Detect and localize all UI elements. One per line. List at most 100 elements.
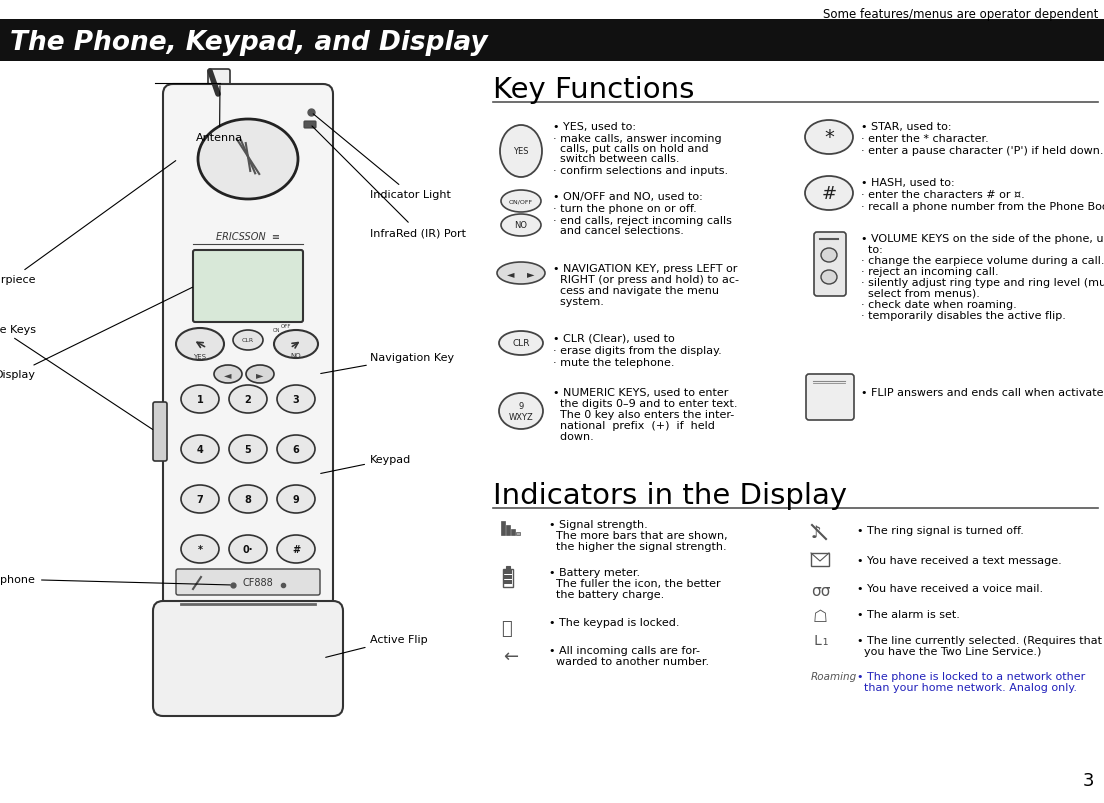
Text: Active Flip: Active Flip — [326, 634, 427, 658]
Ellipse shape — [499, 393, 543, 430]
Ellipse shape — [805, 120, 853, 155]
Ellipse shape — [181, 435, 219, 463]
Ellipse shape — [821, 271, 837, 284]
Text: Navigation Key: Navigation Key — [321, 353, 454, 374]
Text: · erase digits from the display.: · erase digits from the display. — [553, 345, 722, 356]
Text: the digits 0–9 and to enter text.: the digits 0–9 and to enter text. — [553, 398, 737, 409]
Text: CF888: CF888 — [243, 577, 274, 587]
Text: 9
WXYZ: 9 WXYZ — [509, 402, 533, 422]
Text: ON: ON — [273, 328, 279, 333]
Text: Indicators in the Display: Indicators in the Display — [493, 482, 847, 509]
Text: Earpiece: Earpiece — [0, 161, 176, 284]
Ellipse shape — [229, 485, 267, 513]
Text: 0·: 0· — [243, 544, 253, 554]
Text: NO: NO — [514, 221, 528, 230]
Text: • All incoming calls are for-: • All incoming calls are for- — [549, 645, 700, 655]
Text: national  prefix  (+)  if  held: national prefix (+) if held — [553, 421, 715, 430]
Text: 5: 5 — [245, 444, 252, 454]
Text: · confirm selections and inputs.: · confirm selections and inputs. — [553, 165, 729, 176]
Text: • YES, used to:: • YES, used to: — [553, 122, 636, 132]
Text: • The alarm is set.: • The alarm is set. — [857, 609, 959, 619]
Text: • ON/OFF and NO, used to:: • ON/OFF and NO, used to: — [553, 192, 703, 202]
FancyBboxPatch shape — [153, 402, 167, 462]
Text: · reject an incoming call.: · reject an incoming call. — [861, 267, 999, 277]
Bar — [505, 570, 512, 574]
Text: Roaming: Roaming — [811, 671, 857, 681]
Ellipse shape — [501, 214, 541, 237]
FancyBboxPatch shape — [193, 251, 302, 323]
Text: σσ: σσ — [811, 583, 830, 598]
Ellipse shape — [499, 332, 543, 356]
Text: ►: ► — [528, 269, 534, 279]
Text: · enter a pause character ('P') if held down.: · enter a pause character ('P') if held … — [861, 146, 1104, 156]
Text: The 0 key also enters the inter-: The 0 key also enters the inter- — [553, 410, 734, 419]
FancyBboxPatch shape — [304, 122, 316, 128]
Text: · mute the telephone.: · mute the telephone. — [553, 357, 675, 368]
FancyBboxPatch shape — [208, 70, 230, 97]
Ellipse shape — [229, 435, 267, 463]
Text: • NAVIGATION KEY, press LEFT or: • NAVIGATION KEY, press LEFT or — [553, 263, 737, 274]
Text: 7: 7 — [197, 495, 203, 504]
Text: calls, put calls on hold and: calls, put calls on hold and — [553, 144, 709, 154]
Bar — [501, 521, 505, 536]
Text: • CLR (Clear), used to: • CLR (Clear), used to — [553, 333, 675, 344]
Ellipse shape — [246, 365, 274, 384]
Ellipse shape — [198, 120, 298, 200]
Text: ◄: ◄ — [224, 369, 232, 380]
Ellipse shape — [229, 385, 267, 414]
Text: ⚿: ⚿ — [501, 619, 512, 638]
Text: · silently adjust ring type and ring level (must: · silently adjust ring type and ring lev… — [861, 278, 1104, 287]
Text: • You have received a text message.: • You have received a text message. — [857, 556, 1062, 565]
Ellipse shape — [501, 191, 541, 213]
Bar — [503, 569, 513, 587]
Text: · enter the characters # or ¤.: · enter the characters # or ¤. — [861, 190, 1025, 200]
Text: CLR: CLR — [512, 339, 530, 348]
Ellipse shape — [181, 485, 219, 513]
Text: ON/OFF: ON/OFF — [509, 199, 533, 204]
Ellipse shape — [181, 536, 219, 563]
Text: select from menus).: select from menus). — [861, 288, 980, 299]
Text: to:: to: — [861, 245, 883, 255]
Text: 3: 3 — [1083, 771, 1094, 789]
Text: • VOLUME KEYS on the side of the phone, used: • VOLUME KEYS on the side of the phone, … — [861, 234, 1104, 243]
Text: • NUMERIC KEYS, used to enter: • NUMERIC KEYS, used to enter — [553, 388, 729, 397]
Text: *: * — [198, 544, 202, 554]
Text: • Signal strength.: • Signal strength. — [549, 520, 648, 529]
Ellipse shape — [277, 536, 315, 563]
FancyBboxPatch shape — [176, 569, 320, 595]
Text: 6: 6 — [293, 444, 299, 454]
Text: 9: 9 — [293, 495, 299, 504]
Text: Volume Keys: Volume Keys — [0, 324, 152, 430]
Text: The Phone, Keypad, and Display: The Phone, Keypad, and Display — [10, 30, 488, 56]
Text: • The line currently selected. (Requires that: • The line currently selected. (Requires… — [857, 635, 1102, 645]
Text: OFF: OFF — [280, 324, 291, 329]
Text: YES: YES — [513, 147, 529, 157]
Text: ◄: ◄ — [507, 269, 514, 279]
FancyBboxPatch shape — [153, 601, 343, 716]
Text: *: * — [824, 128, 834, 147]
Text: • FLIP answers and ends call when activated.: • FLIP answers and ends call when activa… — [861, 388, 1104, 397]
Text: you have the Two Line Service.): you have the Two Line Service.) — [857, 646, 1041, 656]
FancyBboxPatch shape — [806, 374, 854, 421]
Text: YES: YES — [193, 353, 206, 360]
Text: the higher the signal strength.: the higher the signal strength. — [549, 541, 726, 552]
Bar — [505, 575, 512, 579]
Text: CLR: CLR — [242, 338, 254, 343]
Ellipse shape — [277, 485, 315, 513]
Text: than your home network. Analog only.: than your home network. Analog only. — [857, 683, 1078, 692]
Ellipse shape — [821, 249, 837, 263]
Text: down.: down. — [553, 431, 594, 442]
Text: InfraRed (IR) Port: InfraRed (IR) Port — [312, 127, 466, 238]
Text: · make calls, answer incoming: · make calls, answer incoming — [553, 134, 722, 144]
Text: 8: 8 — [245, 495, 252, 504]
Text: Antenna: Antenna — [197, 87, 243, 143]
Text: • Battery meter.: • Battery meter. — [549, 567, 640, 577]
Bar — [506, 525, 510, 536]
Text: · recall a phone number from the Phone Book.: · recall a phone number from the Phone B… — [861, 202, 1104, 212]
Text: RIGHT (or press and hold) to ac-: RIGHT (or press and hold) to ac- — [553, 275, 739, 284]
Ellipse shape — [274, 331, 318, 359]
Text: • The ring signal is turned off.: • The ring signal is turned off. — [857, 525, 1023, 536]
Text: 3: 3 — [293, 394, 299, 405]
Ellipse shape — [497, 263, 545, 284]
Text: 4: 4 — [197, 444, 203, 454]
